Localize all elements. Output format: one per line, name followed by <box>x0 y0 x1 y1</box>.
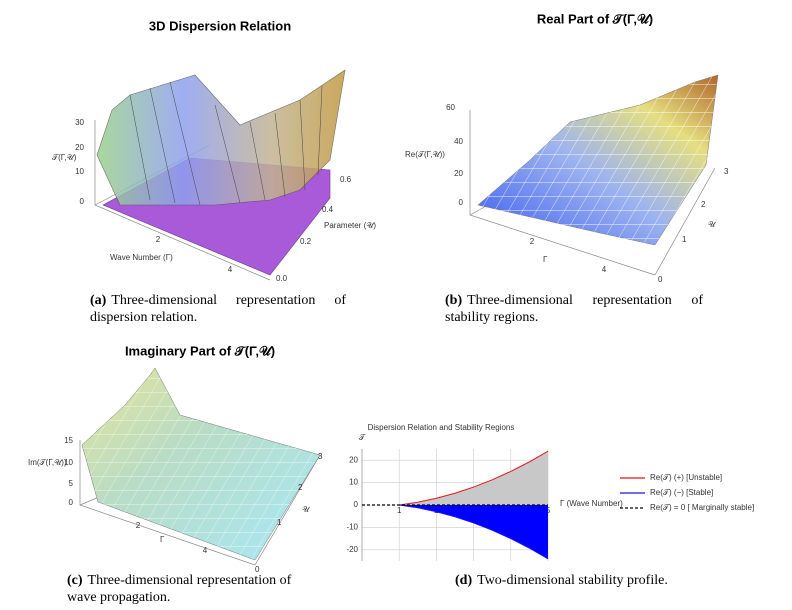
y-tick-label: 20 <box>349 455 358 464</box>
z-tick-label: 10 <box>64 458 73 467</box>
caption-label: (d) <box>455 573 473 588</box>
z-tick-label: 10 <box>75 167 84 176</box>
area <box>399 451 548 505</box>
x-tick-label: 2 <box>156 235 161 244</box>
panel-title: Real Part of 𝒯(Γ,𝒰) <box>537 11 653 26</box>
surface-mesh <box>129 81 323 206</box>
z-tick-label: 60 <box>446 103 455 112</box>
z-axis-label: Re(𝒯(Γ,𝒰)) <box>405 150 445 159</box>
caption: (b) Three-dimensional representation of s… <box>445 292 703 326</box>
panel-c: Imaginary Part of 𝒯(Γ,𝒰) 0 5 10 15 Im(𝒯(… <box>28 343 323 574</box>
caption: (a) Three-dimensional representation of d… <box>90 292 346 326</box>
z-tick-label: 0 <box>69 498 74 507</box>
y-tick-label: 0 <box>354 500 359 509</box>
z-axis-label: 𝒯(Γ,𝒰) <box>52 153 77 162</box>
panel-d: Dispersion Relation and Stability Region… <box>346 423 754 561</box>
z-tick-label: 15 <box>64 436 73 445</box>
z-axis-label: Im(𝒯(Γ,𝒰)) <box>28 458 67 467</box>
x-axis-label: Γ (Wave Number) <box>560 499 623 508</box>
x-tick-label: 5 <box>546 506 551 515</box>
y-tick-label: 0.4 <box>322 205 334 214</box>
y-tick-label: -20 <box>346 545 358 554</box>
y-axis-label: 𝒯 <box>359 433 367 442</box>
x-tick-label: 4 <box>203 546 208 555</box>
caption: (d) Two-dimensional stability profile. <box>455 572 715 589</box>
chart-title: Dispersion Relation and Stability Region… <box>368 423 515 432</box>
x-tick-label: 4 <box>602 265 607 274</box>
y-tick-label: 1 <box>277 518 282 527</box>
caption-label: (c) <box>67 573 83 588</box>
y-tick-label: 1 <box>682 235 687 244</box>
caption-label: (a) <box>90 293 107 308</box>
x-axis-label: Wave Number (Γ) <box>110 253 173 262</box>
area <box>399 505 548 559</box>
y-tick-label: 10 <box>349 478 358 487</box>
panel-title: Imaginary Part of 𝒯(Γ,𝒰) <box>125 343 275 358</box>
x-axis-label: Γ <box>160 535 165 544</box>
panel-b: Real Part of 𝒯(Γ,𝒰) 0 20 40 60 Re(𝒯(Γ,𝒰)… <box>405 11 729 284</box>
x-tick-label: 2 <box>136 521 141 530</box>
y-axis-label: 𝒰 <box>302 505 311 514</box>
legend-label: Re(𝒯) = 0 [ Marginally stable] <box>650 503 754 512</box>
line <box>399 450 549 506</box>
caption-text: Two-dimensional stability profile. <box>477 573 668 588</box>
caption-label: (b) <box>445 293 463 308</box>
y-tick-label: 3 <box>724 167 729 176</box>
y-tick-label: 0.2 <box>300 237 312 246</box>
panel-a: 3D Dispersion Relation 0 10 20 30 𝒯(Γ,𝒰)… <box>52 18 376 283</box>
legend-label: Re(𝒯) (+) [Unstable] <box>650 473 722 482</box>
caption: (c) Three-dimensional representation of w… <box>67 572 295 606</box>
y-tick-label: 0.0 <box>276 274 288 283</box>
caption-text: Three-dimensional representation of disp… <box>90 293 346 325</box>
line <box>399 504 549 560</box>
z-tick-label: 20 <box>454 169 463 178</box>
z-tick-label: 30 <box>75 118 84 127</box>
legend-label: Re(𝒯) (−) [Stable] <box>650 488 713 497</box>
y-axis-label: Parameter (𝒰) <box>324 221 376 230</box>
x-axis-label: Γ <box>543 255 548 264</box>
z-tick-label: 5 <box>69 479 74 488</box>
x-tick-label: 4 <box>228 265 233 274</box>
surface-mesh <box>82 368 320 560</box>
y-tick-label: 2 <box>298 483 303 492</box>
y-tick-label: 0 <box>658 275 663 284</box>
caption-text: Three-dimensional representation of wave… <box>67 573 292 605</box>
z-tick-label: 20 <box>75 143 84 152</box>
z-tick-label: 0 <box>459 198 464 207</box>
surface-mesh <box>478 75 718 245</box>
y-axis-label: 𝒰 <box>708 220 717 229</box>
y-tick-label: 0 <box>255 565 260 574</box>
panel-title: 3D Dispersion Relation <box>149 18 291 33</box>
y-tick-label: 0.6 <box>340 175 352 184</box>
y-tick-label: 3 <box>318 452 323 461</box>
x-tick-label: 1 <box>397 506 402 515</box>
x-tick-label: 2 <box>530 237 535 246</box>
z-tick-label: 0 <box>80 197 85 206</box>
y-tick-label: -10 <box>346 523 358 532</box>
z-tick-label: 40 <box>454 137 463 146</box>
caption-text: Three-dimensional representation of stab… <box>445 293 703 325</box>
y-tick-label: 2 <box>701 200 706 209</box>
